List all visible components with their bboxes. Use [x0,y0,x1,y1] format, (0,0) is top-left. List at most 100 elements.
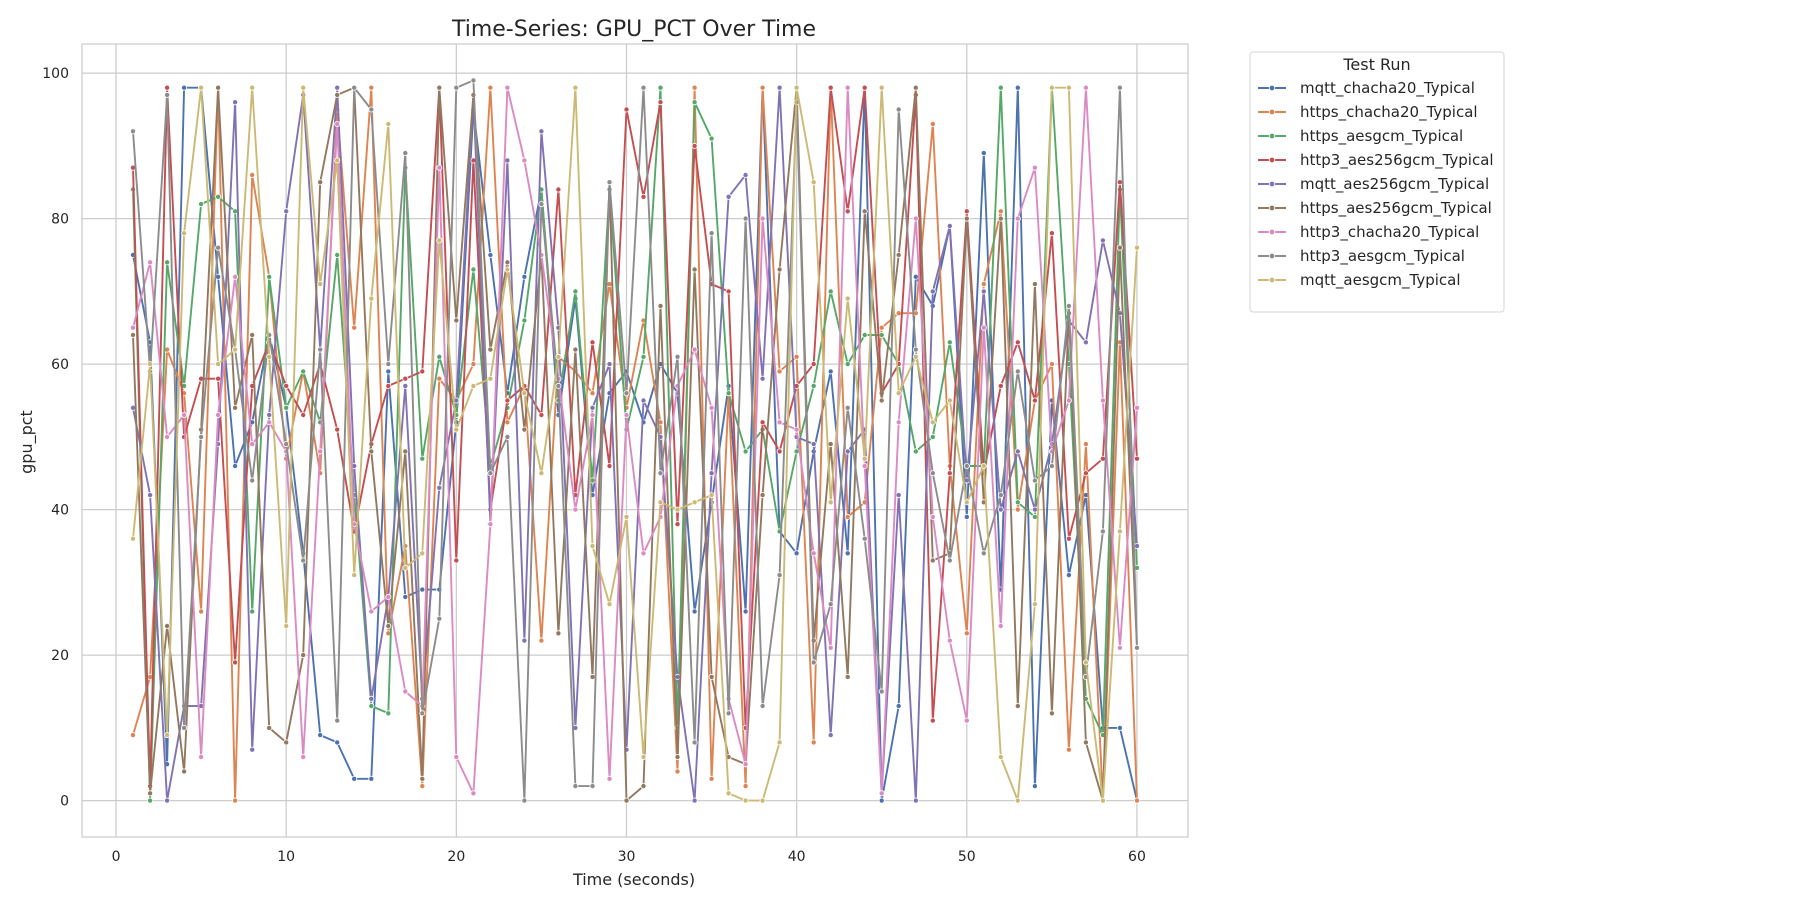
legend-item: mqtt_chacha20_Typical [1258,79,1475,98]
data-point [691,266,698,273]
axis-ticks: 0 10 20 30 40 50 60 0 20 40 60 80 100 [42,66,1146,865]
data-point [623,797,630,804]
data-point [385,382,392,389]
data-point [232,273,239,280]
data-point [708,230,715,237]
data-point [844,404,851,411]
data-point [878,397,885,404]
data-point [589,390,596,397]
legend-item: http3_aesgcm_Typical [1258,247,1465,266]
data-point [215,244,222,251]
data-point [470,382,477,389]
data-point [283,623,290,630]
y-tick-label: 100 [42,66,69,82]
data-point [232,462,239,469]
series-http3_aesgcm_Typical [129,77,1141,804]
data-point [147,492,154,499]
data-point [385,121,392,128]
data-point [997,506,1004,513]
data-point [776,84,783,91]
data-point [725,710,732,717]
data-point [640,397,647,404]
legend-swatch-marker [1268,228,1276,236]
data-point [181,411,188,418]
series-https_aes256gcm_Typical [129,84,1141,804]
data-point [521,426,528,433]
data-point [232,346,239,353]
data-point [810,659,817,666]
data-point [385,361,392,368]
data-point [776,266,783,273]
data-point [725,288,732,295]
data-point [1014,368,1021,375]
data-point [759,797,766,804]
data-point [436,484,443,491]
data-point [487,521,494,528]
data-point [674,506,681,513]
data-point [504,84,511,91]
data-point [810,550,817,557]
data-point [1014,506,1021,513]
data-point [249,171,256,178]
y-tick-label: 0 [60,794,69,810]
data-point [1116,179,1123,186]
data-point [436,353,443,360]
data-point [351,572,358,579]
x-tick-label: 20 [447,849,465,865]
data-point [742,783,749,790]
data-point [691,99,698,106]
data-point [538,637,545,644]
data-point [946,339,953,346]
data-point [793,550,800,557]
data-point [1031,281,1038,288]
data-point [419,783,426,790]
data-point [487,84,494,91]
data-point [674,521,681,528]
data-point [419,455,426,462]
data-point [963,630,970,637]
data-point [1082,84,1089,91]
data-point [266,724,273,731]
legend-swatch-marker [1268,252,1276,260]
y-tick-label: 40 [51,503,69,519]
data-point [1134,455,1141,462]
data-point [283,382,290,389]
data-point [810,739,817,746]
data-point [300,368,307,375]
legend-swatch-marker [1268,276,1276,284]
data-point [946,222,953,229]
data-point [436,237,443,244]
data-point [1031,397,1038,404]
data-point [963,513,970,520]
data-point [249,608,256,615]
data-point [164,797,171,804]
data-point [1048,710,1055,717]
legend-label: https_aes256gcm_Typical [1300,199,1492,218]
data-point [1014,448,1021,455]
series-http3_chacha20_Typical [129,84,1141,797]
data-point [691,797,698,804]
data-point [589,673,596,680]
data-point [895,390,902,397]
data-point [521,157,528,164]
data-point [555,382,562,389]
data-point [929,513,936,520]
data-point [640,783,647,790]
data-point [742,761,749,768]
data-point [215,375,222,382]
data-point [402,593,409,600]
data-point [1031,164,1038,171]
data-point [589,543,596,550]
data-point [555,186,562,193]
data-point [980,150,987,157]
data-point [129,331,136,338]
data-point [368,608,375,615]
data-point [963,499,970,506]
data-point [657,99,664,106]
data-point [878,797,885,804]
legend-label: mqtt_chacha20_Typical [1300,79,1475,98]
data-point [215,361,222,368]
data-point [317,346,324,353]
data-point [249,441,256,448]
data-point [368,695,375,702]
